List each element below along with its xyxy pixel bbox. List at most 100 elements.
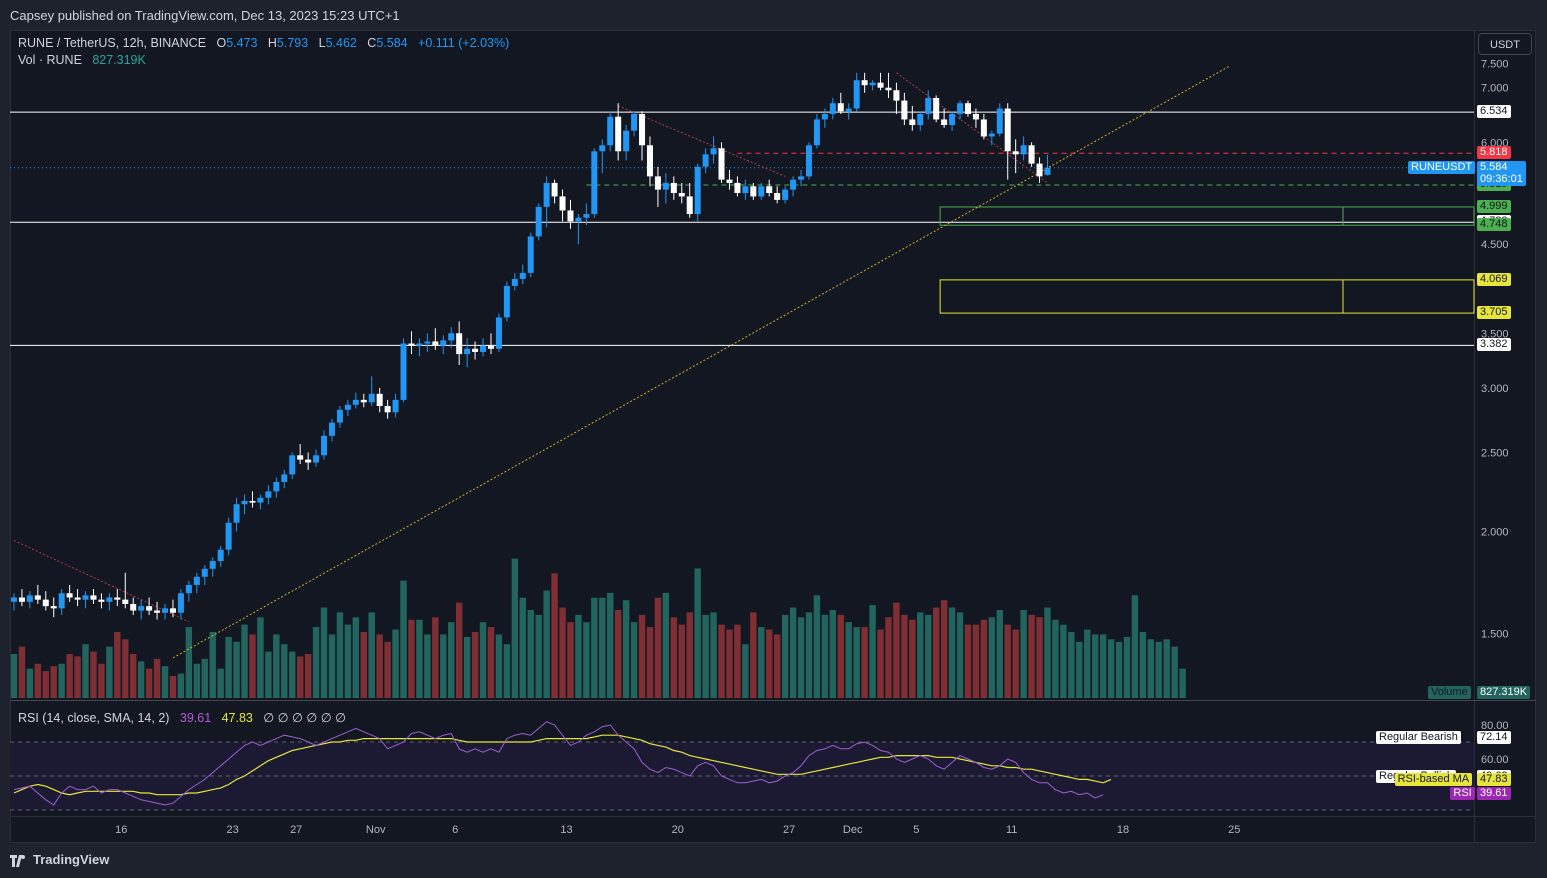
price-tick-label: 4.500	[1481, 239, 1509, 251]
price-level-label: 4.069	[1477, 272, 1511, 286]
candle-body	[185, 584, 192, 594]
candle-body	[400, 343, 407, 400]
volume-bar	[718, 624, 725, 698]
volume-bar	[320, 607, 328, 698]
candle-body	[241, 500, 248, 505]
volume-bar	[257, 617, 264, 698]
candle-body	[424, 341, 431, 344]
price-tick-label: 2.000	[1481, 526, 1509, 538]
volume-bar	[26, 668, 34, 698]
candle-body	[988, 133, 995, 137]
volume-bar	[996, 609, 1003, 698]
volume-bar	[42, 671, 49, 698]
time-tick-label: 23	[226, 824, 238, 836]
volume-bar	[583, 622, 590, 698]
candle-body	[408, 343, 415, 346]
candle-body	[162, 608, 169, 613]
candle-body	[440, 340, 447, 346]
volume-bar	[654, 597, 662, 698]
current-price-value: 5.584	[1480, 160, 1508, 173]
tradingview-logo-icon	[10, 854, 28, 867]
publish-line: Capsey published on TradingView.com, Dec…	[10, 8, 400, 23]
volume-bar	[352, 617, 360, 698]
volume-bar	[368, 612, 375, 698]
time-tick-label: 27	[290, 824, 302, 836]
symbol-title: RUNE / TetherUS, 12h, BINANCE	[18, 36, 207, 50]
candle-body	[1036, 163, 1043, 177]
volume-bar	[694, 568, 701, 698]
volume-bar	[130, 653, 137, 698]
candle-body	[456, 333, 463, 355]
candle-body	[702, 154, 709, 167]
candle-body	[146, 606, 153, 611]
volume-bar	[917, 612, 924, 698]
candle-body	[519, 272, 526, 279]
candle-body	[790, 179, 797, 190]
volume-bar	[662, 592, 670, 698]
candle-body	[877, 82, 884, 88]
volume-bar	[90, 651, 97, 698]
candle-body	[782, 189, 789, 200]
volume-bar	[766, 629, 773, 698]
time-tick-label: 5	[913, 824, 919, 836]
price-tick-label: 7.000	[1481, 83, 1509, 95]
volume-bar	[98, 663, 105, 698]
volume-bar	[463, 636, 471, 698]
volume-bar	[1139, 631, 1147, 698]
candle-body	[686, 196, 693, 215]
volume-bar	[837, 614, 844, 698]
volume-bar	[781, 614, 789, 698]
time-tick-label: 25	[1228, 824, 1240, 836]
candle-body	[42, 599, 49, 607]
volume-bar	[925, 614, 932, 698]
volume-bar	[455, 602, 463, 698]
time-tick-label: 20	[672, 824, 684, 836]
candle-body	[631, 113, 638, 131]
volume-bar	[193, 663, 201, 698]
candle-body	[1020, 145, 1027, 155]
publish-bar: Capsey published on TradingView.com, Dec…	[0, 0, 1547, 30]
candle-body	[154, 610, 161, 613]
low-value: 5.462	[325, 36, 357, 50]
volume-bar	[1115, 641, 1123, 698]
rsi-tick-label: 80.00	[1481, 720, 1509, 732]
volume-bar	[265, 651, 272, 698]
volume-bar	[376, 634, 383, 698]
candle-body	[559, 196, 566, 211]
price-level-label: 3.382	[1477, 338, 1511, 352]
candle-body	[694, 166, 701, 215]
rsi-value-label: 39.61	[1477, 786, 1511, 800]
volume-bar	[233, 641, 240, 698]
time-tick-label: 11	[1006, 824, 1017, 836]
candle-body	[305, 459, 312, 463]
candle-body	[941, 119, 948, 126]
volume-bar	[614, 609, 622, 698]
candle-body	[265, 491, 272, 498]
candle-body	[273, 481, 280, 492]
candle-body	[885, 87, 892, 91]
candle-body	[82, 595, 89, 600]
candle-body	[1028, 145, 1035, 164]
volume-bar	[630, 622, 638, 698]
volume-bar	[622, 600, 630, 698]
currency-button[interactable]: USDT	[1478, 33, 1532, 55]
candle-body	[249, 500, 256, 503]
candle-body	[297, 455, 304, 460]
candle-body	[957, 103, 964, 114]
volume-bar	[1179, 668, 1186, 698]
volume-bar	[1028, 614, 1035, 698]
volume-bar	[1099, 634, 1107, 698]
candle-body	[368, 393, 375, 403]
volume-bar	[273, 634, 280, 698]
candle-body	[360, 399, 367, 403]
volume-bar	[988, 617, 996, 698]
candle-body	[996, 108, 1003, 134]
volume-bar	[758, 627, 765, 698]
candle-body	[623, 130, 630, 152]
candle-body	[328, 422, 335, 436]
volume-bar	[1060, 624, 1067, 698]
candle-body	[766, 186, 773, 194]
candle-body	[774, 193, 781, 200]
candle-body	[503, 285, 510, 318]
